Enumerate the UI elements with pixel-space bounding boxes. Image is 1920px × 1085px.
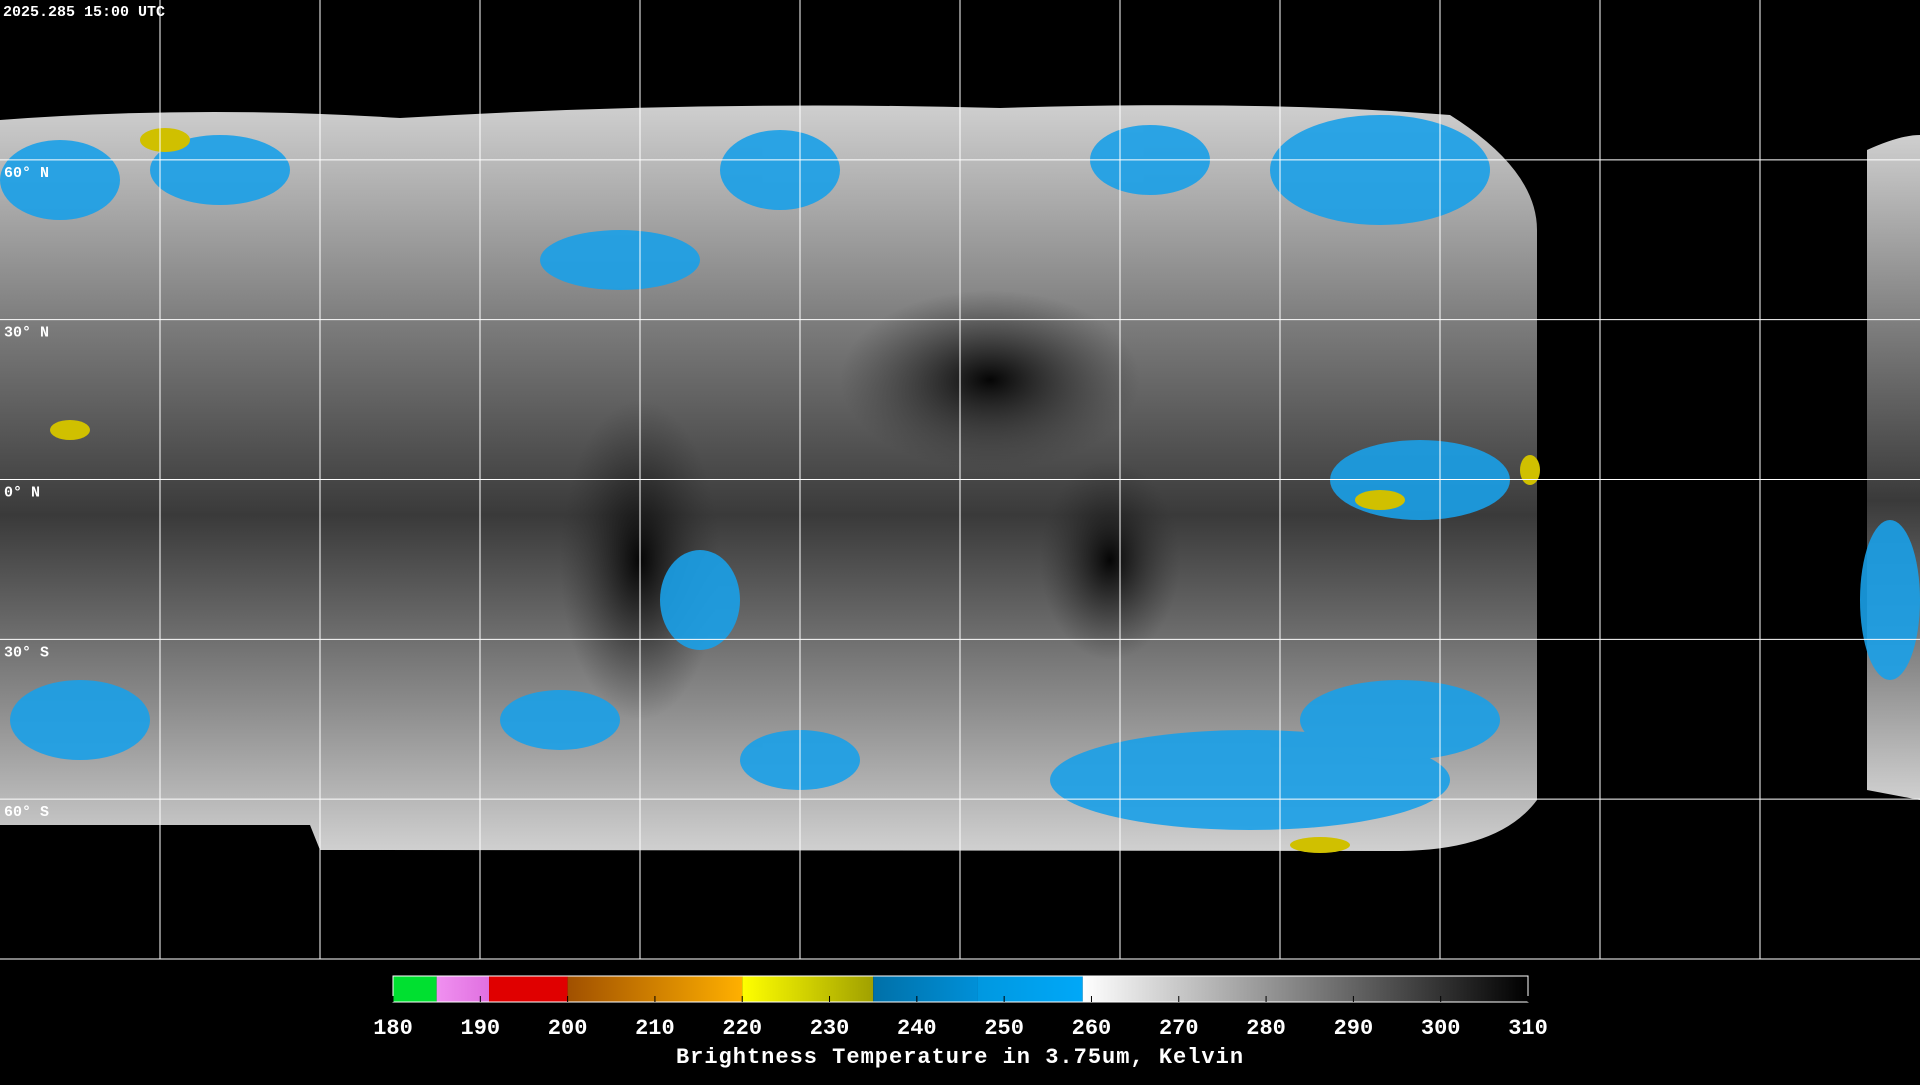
colorbar: 180 190 200 210 220 230 240 250 260 270 280 290 300 3… <box>373 975 1548 1041</box>
image-coverage <box>0 105 1537 851</box>
colorbar-tick-label: 230 <box>810 1016 850 1041</box>
colorbar-tick-label: 190 <box>461 1016 501 1041</box>
latitude-label: 60° S <box>4 804 49 821</box>
colorbar-tick-label: 290 <box>1334 1016 1374 1041</box>
image-coverage <box>1867 135 1920 800</box>
colorbar-tick-label: 270 <box>1159 1016 1199 1041</box>
latitude-label: 60° N <box>4 165 49 182</box>
imagery <box>0 105 1920 853</box>
latitude-label: 0° N <box>4 485 40 502</box>
colorbar-segment <box>436 976 490 1002</box>
colorbar-tick-label: 200 <box>548 1016 588 1041</box>
colorbar-tick-label: 220 <box>722 1016 762 1041</box>
dark-region <box>1040 460 1180 660</box>
cold-clouds <box>0 115 1920 830</box>
colorbar-tick-label: 310 <box>1508 1016 1548 1041</box>
latitude-label: 30° S <box>4 644 49 661</box>
colorbar-segment <box>873 976 978 1002</box>
colorbar-tick-label: 280 <box>1246 1016 1286 1041</box>
very-cold-clouds <box>50 128 1540 853</box>
latitude-label: 30° N <box>4 325 49 342</box>
colorbar-frame <box>392 975 1529 1003</box>
colorbar-segment <box>742 976 874 1002</box>
colorbar-tick-label: 210 <box>635 1016 675 1041</box>
colorbar-tick-label: 300 <box>1421 1016 1461 1041</box>
colorbar-tick-label: 250 <box>984 1016 1024 1041</box>
dark-region <box>840 290 1140 470</box>
colorbar-tick-label: 180 <box>373 1016 413 1041</box>
colorbar-segment <box>393 976 437 1002</box>
graticule: 60° N 30° N 0° N 30° S 60° S <box>0 0 1920 959</box>
colorbar-segment <box>977 976 1083 1002</box>
colorbar-segment <box>489 976 568 1002</box>
colorbar-tick-label: 260 <box>1072 1016 1112 1041</box>
colorbar-title: Brightness Temperature in 3.75um, Kelvin <box>676 1045 1244 1070</box>
colorbar-tick-label: 240 <box>897 1016 937 1041</box>
timestamp: 2025.285 15:00 UTC <box>3 4 165 21</box>
colorbar-segment <box>1082 976 1528 1002</box>
